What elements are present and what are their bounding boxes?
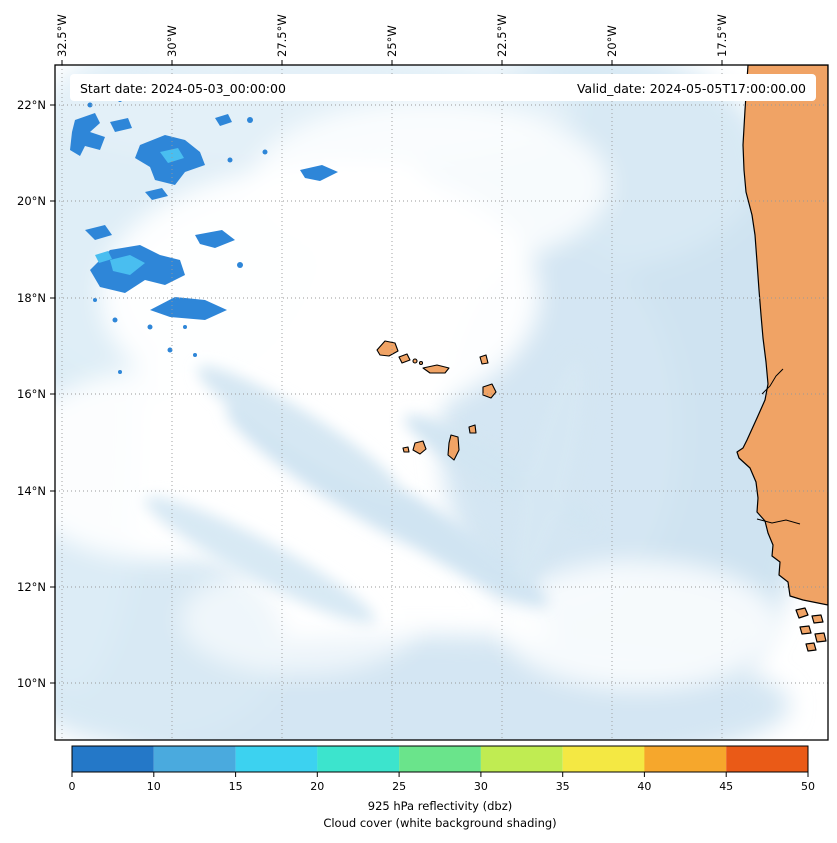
island-brava [402,446,410,453]
lon-axis-label: 22.5°W [495,14,509,57]
colorbar-ticks [71,772,809,777]
graticule [55,65,828,740]
lat-axis-label: 10°N [17,676,46,690]
colorbar-tick-label: 50 [801,780,815,793]
colorbar-segment [317,746,400,772]
colorbar-tick-label: 30 [474,780,488,793]
island-santiago [447,434,460,461]
lat-axis-label: 22°N [17,98,46,112]
lat-axis-label: 12°N [17,580,46,594]
islet [412,358,418,364]
date-annotation-bar [70,74,816,101]
lon-axis-label: 32.5°W [55,14,69,57]
island-sao-vicente [398,353,411,364]
valid-date-text: Valid_date: 2024-05-05T17:00:00.00 [577,81,806,96]
colorbar-tick-label: 45 [719,780,733,793]
plot-border [54,64,829,741]
start-date-text: Start date: 2024-05-03_00:00:00 [80,81,286,96]
colorbar-segment [153,746,236,772]
colorbar-tick-label: 0 [69,780,76,793]
top-axis-ticks [61,60,723,65]
lat-axis-labels: 22°N 20°N 18°N 16°N 14°N 12°N 10°N [17,98,46,690]
lon-axis-label: 20°W [605,25,619,57]
colorbar-title: 925 hPa reflectivity (dbz) [368,799,513,813]
lat-axis-label: 18°N [17,291,46,305]
colorbar-border [71,745,809,773]
island-sal [479,354,489,365]
colorbar-tick-label: 20 [310,780,324,793]
colorbar-segment [726,746,808,772]
lat-axis-label: 20°N [17,194,46,208]
island-wake-streaks [144,353,596,624]
island-santo-antao [376,340,399,357]
colorbar: 0 10 15 20 25 30 35 40 45 50 925 hPa ref… [69,745,815,830]
cape-verde-islands [376,340,497,461]
lat-axis-label: 14°N [17,484,46,498]
lat-axis-label: 16°N [17,387,46,401]
lon-axis-label: 17.5°W [715,14,729,57]
map-content: Start date: 2024-05-03_00:00:00 Valid_da… [55,65,828,740]
lon-axis-labels: 32.5°W 30°W 27.5°W 25°W 22.5°W 20°W 17.5… [55,14,729,57]
colorbar-tick-label: 40 [637,780,651,793]
left-axis-ticks [50,104,55,684]
colorbar-segment [644,746,727,772]
colorbar-tick-label: 15 [229,780,243,793]
colorbar-segment [235,746,318,772]
lon-axis-label: 25°W [385,25,399,57]
reflectivity-light-cores [95,148,184,275]
lon-axis-label: 27.5°W [275,14,289,57]
colorbar-segment [562,746,645,772]
lon-axis-label: 30°W [165,25,179,57]
colorbar-tick-label: 10 [147,780,161,793]
colorbar-segment [480,746,563,772]
cloud-shading [55,100,780,690]
islet [418,360,424,366]
island-fogo [412,440,427,455]
colorbar-tick-label: 35 [556,780,570,793]
colorbar-segment [399,746,481,772]
colorbar-segment [72,746,154,772]
island-maio [468,424,477,434]
africa-land [736,65,828,606]
river-lines [756,368,801,525]
africa-coastline [736,65,828,652]
colorbar-tick-label: 25 [392,780,406,793]
colorbar-subtitle: Cloud cover (white background shading) [323,816,556,830]
island-sao-nicolau [422,364,450,374]
